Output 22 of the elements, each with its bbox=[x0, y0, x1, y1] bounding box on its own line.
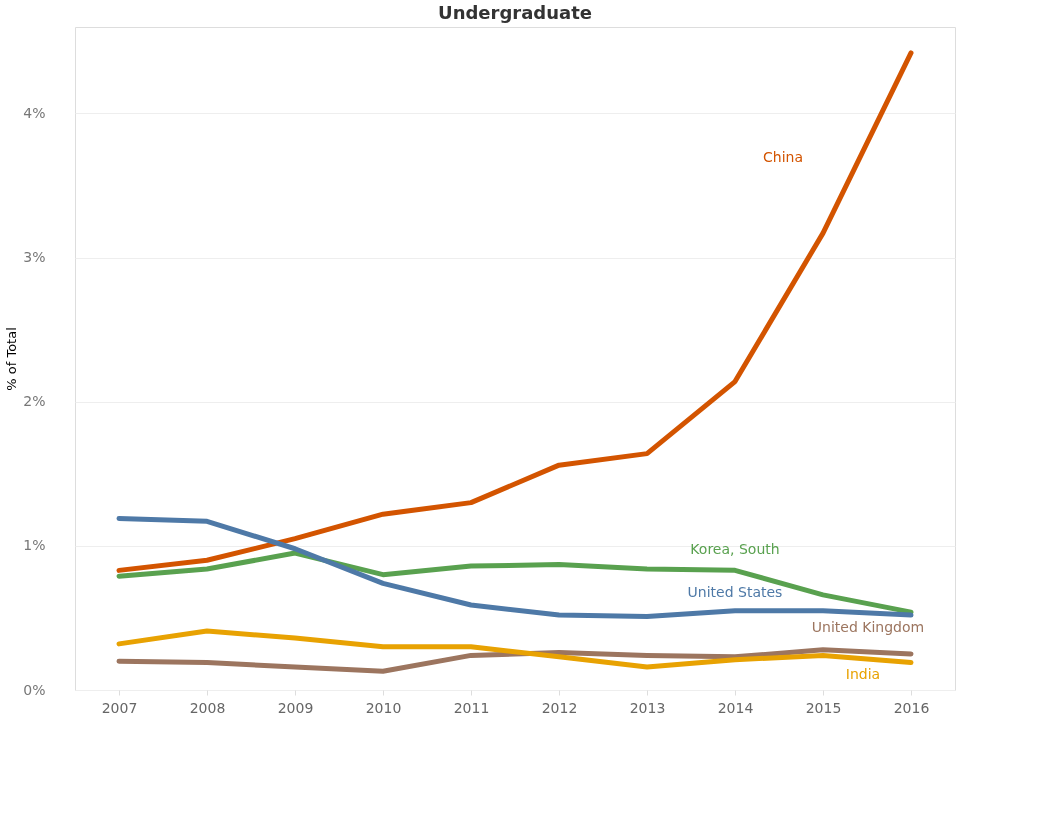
x-tick-label: 2010 bbox=[365, 699, 402, 716]
x-tick-label: 2007 bbox=[101, 699, 138, 716]
y-tick-label: 4% bbox=[23, 104, 46, 121]
series-label: United Kingdom bbox=[811, 618, 925, 635]
x-tick-label: 2008 bbox=[189, 699, 226, 716]
x-tick-label: 2012 bbox=[541, 699, 578, 716]
y-tick-label: 0% bbox=[23, 681, 46, 698]
series-label: India bbox=[845, 666, 881, 683]
chart-title: Undergraduate bbox=[438, 2, 592, 23]
y-tick-label: 3% bbox=[23, 249, 46, 266]
y-axis-title: % of Total bbox=[4, 327, 20, 391]
y-tick-label: 2% bbox=[23, 393, 46, 410]
x-tick-label: 2015 bbox=[805, 699, 842, 716]
text: China bbox=[763, 149, 803, 166]
x-tick-label: 2014 bbox=[717, 699, 754, 716]
x-tick-label: 2013 bbox=[629, 699, 666, 716]
y-tick-label: 1% bbox=[23, 537, 46, 554]
x-tick-label: 2009 bbox=[277, 699, 314, 716]
x-tick-label: 2016 bbox=[893, 699, 930, 716]
series-label: United States bbox=[687, 583, 783, 600]
series-label: Korea, South bbox=[690, 541, 780, 558]
x-tick-label: 2011 bbox=[453, 699, 490, 716]
